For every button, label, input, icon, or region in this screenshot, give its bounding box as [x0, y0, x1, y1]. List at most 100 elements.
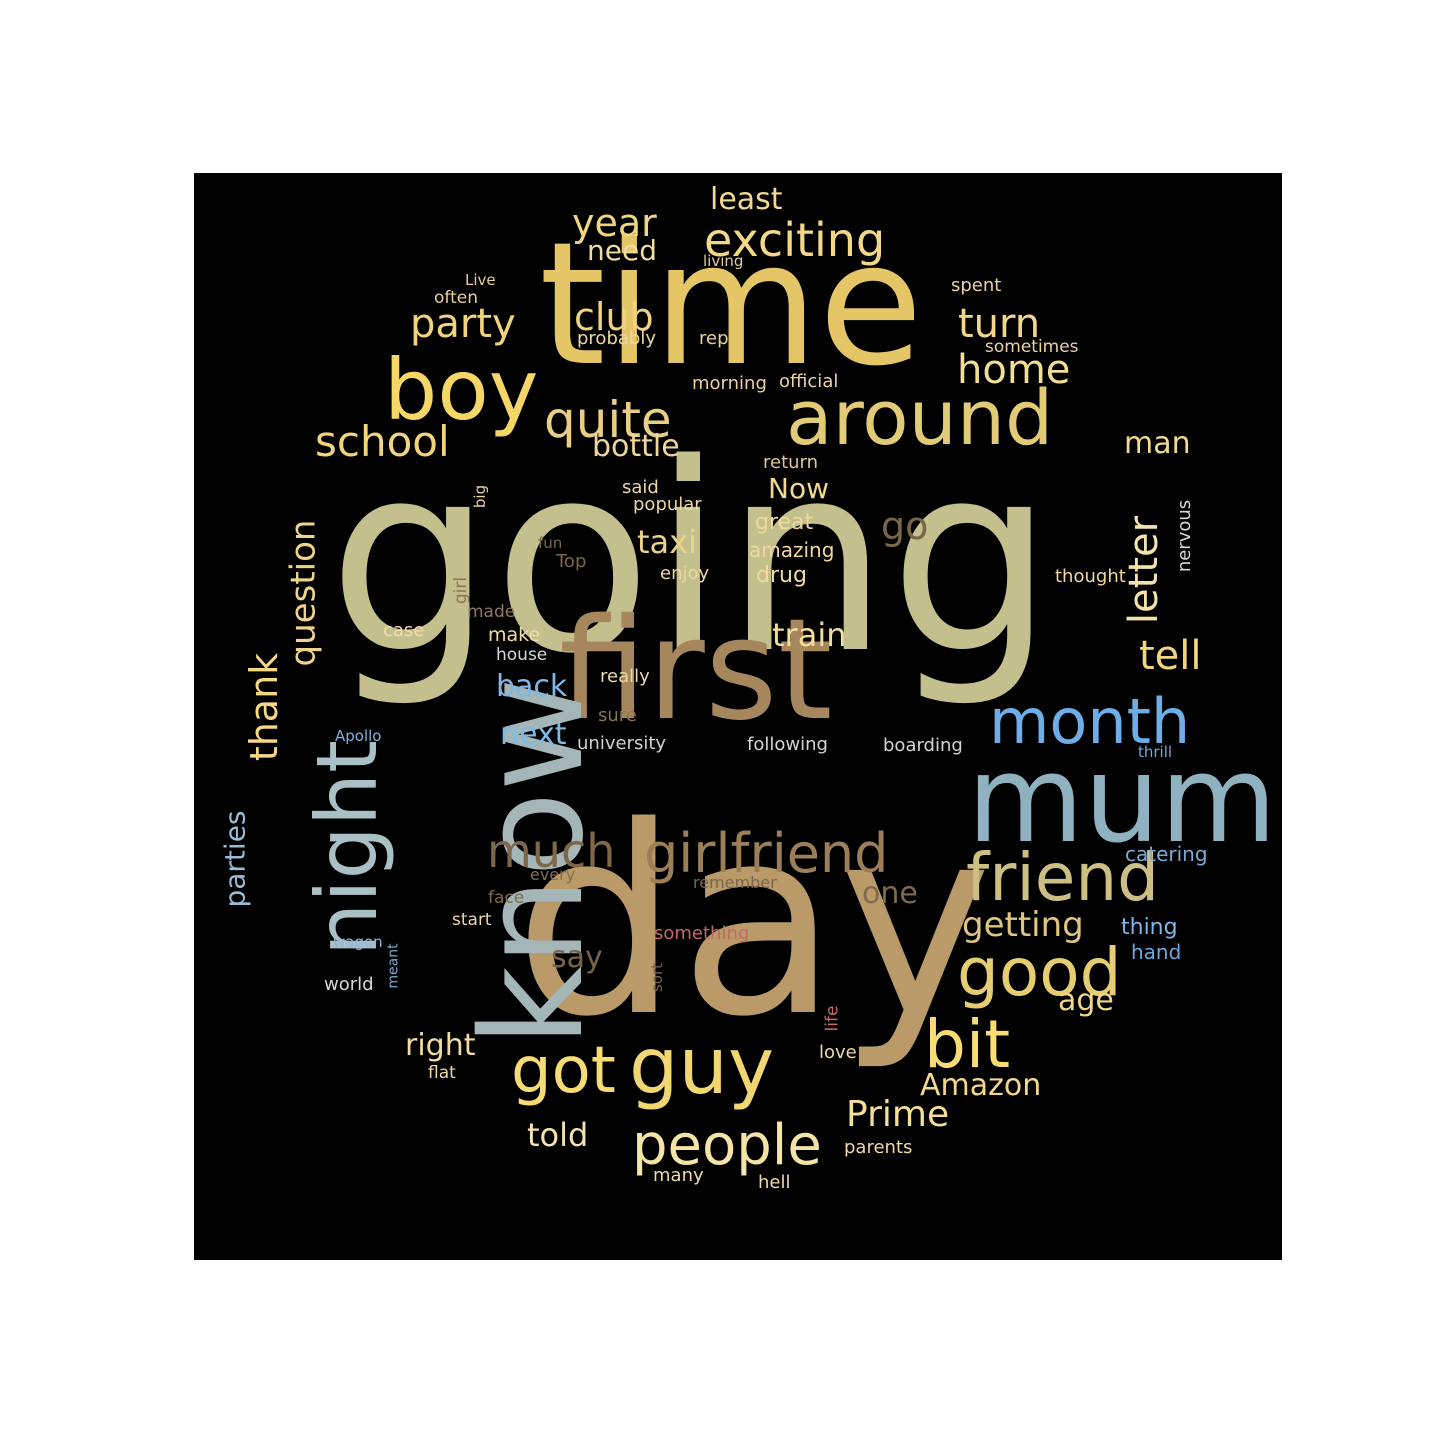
word-meant: meant — [385, 943, 402, 989]
word-amazing: amazing — [749, 538, 835, 562]
word-home: home — [957, 347, 1071, 393]
word-question: question — [283, 519, 324, 667]
word-night: night — [298, 739, 397, 957]
word-got: got — [511, 1034, 616, 1108]
word-morning: morning — [692, 373, 767, 394]
word-start: start — [452, 910, 492, 930]
word-great: great — [755, 510, 814, 535]
word-face: face — [488, 888, 525, 908]
word-spent: spent — [951, 275, 1002, 296]
word-Top: Top — [556, 551, 587, 572]
word-bit: bit — [924, 1006, 1011, 1083]
word-one: one — [862, 876, 918, 911]
word-sure: sure — [598, 705, 637, 726]
word-say: say — [551, 940, 603, 975]
word-day: day — [514, 772, 993, 1074]
word-letter: letter — [1121, 515, 1168, 625]
word-cloud: going day time first know mum around boy… — [194, 173, 1282, 1260]
word-club: club — [574, 295, 654, 339]
word-rep: rep — [699, 328, 729, 349]
word-around: around — [786, 373, 1054, 462]
word-quite: quite — [544, 391, 672, 449]
word-Live: Live — [465, 271, 496, 289]
word-train: train — [772, 616, 847, 654]
word-friend: friend — [966, 839, 1160, 916]
word-guy: guy — [629, 1022, 775, 1112]
word-hell: hell — [758, 1172, 791, 1193]
word-bottle: bottle — [592, 429, 680, 464]
word-told: told — [527, 1116, 589, 1154]
word-people: people — [632, 1113, 822, 1178]
word-love: love — [819, 1042, 857, 1063]
word-sometimes: sometimes — [985, 337, 1079, 357]
word-fun: fun — [538, 534, 563, 552]
word-following: following — [747, 734, 828, 755]
word-age: age — [1058, 983, 1114, 1018]
word-drug: drug — [756, 563, 807, 588]
word-mum: mum — [967, 731, 1277, 870]
word-Apollo: Apollo — [335, 727, 382, 745]
word-going: going — [328, 409, 1055, 711]
word-something: something — [654, 923, 750, 944]
word-official: official — [779, 371, 839, 392]
word-return: return — [763, 452, 819, 473]
word-thought: thought — [1055, 566, 1126, 587]
word-good: good — [957, 934, 1122, 1011]
word-Prime: Prime — [846, 1094, 950, 1135]
word-big: big — [471, 484, 490, 509]
word-taxi: taxi — [637, 523, 697, 561]
word-first: first — [559, 589, 833, 752]
word-boarding: boarding — [883, 735, 963, 756]
word-made: made — [467, 602, 516, 622]
word-thrill: thrill — [1138, 743, 1173, 761]
word-flat: flat — [428, 1063, 456, 1083]
word-thank: thank — [242, 652, 287, 762]
word-every: every — [530, 865, 576, 884]
word-often: often — [434, 288, 478, 308]
word-popular: popular — [633, 494, 702, 515]
word-house: house — [496, 645, 548, 665]
word-least: least — [710, 182, 783, 217]
word-parties: parties — [218, 810, 252, 908]
word-hand: hand — [1131, 940, 1182, 964]
word-much: much — [487, 824, 616, 878]
word-month: month — [989, 685, 1191, 758]
word-girl: girl — [451, 576, 472, 605]
word-Now: Now — [768, 472, 829, 505]
word-turn: turn — [958, 301, 1041, 347]
word-Amazon: Amazon — [920, 1068, 1042, 1103]
word-go: go — [881, 504, 929, 548]
word-life: life — [822, 1005, 843, 1032]
word-really: really — [600, 666, 650, 687]
word-party: party — [410, 301, 516, 347]
word-next: next — [500, 717, 567, 752]
word-remember: remember — [693, 873, 777, 892]
word-back: back — [496, 669, 568, 704]
word-catering: catering — [1125, 842, 1208, 866]
word-university: university — [577, 733, 667, 754]
word-thing: thing — [1121, 915, 1178, 940]
word-case: case — [383, 620, 425, 641]
word-make: make — [488, 624, 541, 646]
word-tell: tell — [1139, 633, 1202, 679]
word-girlfriend: girlfriend — [644, 822, 889, 885]
word-man: man — [1124, 426, 1191, 461]
word-getting: getting — [962, 905, 1084, 945]
word-said: said — [622, 477, 659, 498]
word-exciting: exciting — [704, 213, 886, 267]
word-probably: probably — [577, 328, 656, 349]
word-sort: sort — [648, 962, 667, 993]
word-boy: boy — [384, 341, 539, 439]
word-many: many — [653, 1165, 704, 1186]
word-right: right — [405, 1028, 476, 1063]
word-time: time — [539, 206, 924, 404]
word-parents: parents — [844, 1137, 913, 1158]
word-school: school — [315, 417, 450, 466]
word-world: world — [324, 974, 374, 995]
word-living: living — [703, 252, 744, 270]
word-need: need — [587, 234, 657, 267]
word-wagon: wagon — [333, 933, 383, 951]
word-enjoy: enjoy — [660, 563, 710, 584]
word-year: year — [572, 201, 657, 245]
word-nervous: nervous — [1174, 499, 1196, 573]
